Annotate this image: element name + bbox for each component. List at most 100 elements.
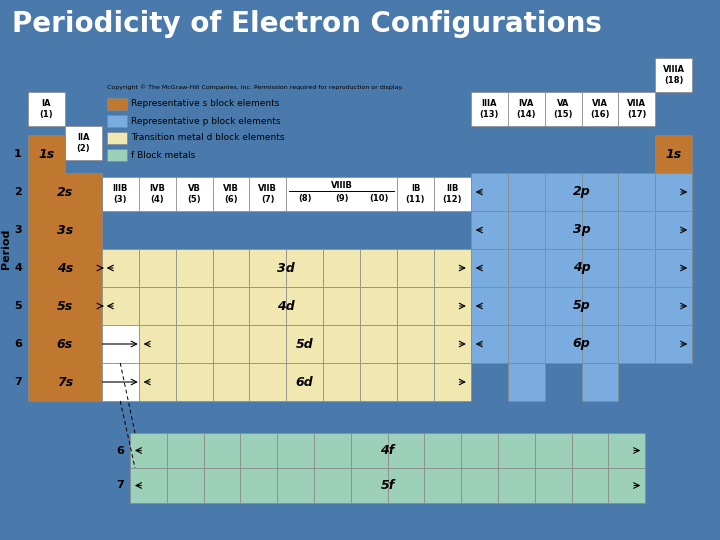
Bar xyxy=(323,249,360,287)
Text: 7s: 7s xyxy=(57,375,73,388)
Bar xyxy=(544,325,582,363)
Bar xyxy=(544,92,582,126)
Bar xyxy=(655,211,692,249)
Text: IIB
(12): IIB (12) xyxy=(443,184,462,204)
Text: 1s: 1s xyxy=(38,147,55,160)
Bar xyxy=(508,363,544,401)
Bar xyxy=(508,249,544,287)
Bar xyxy=(287,177,397,211)
Bar xyxy=(655,325,692,363)
Bar xyxy=(471,325,508,363)
Bar xyxy=(424,433,462,468)
Text: 2p: 2p xyxy=(572,186,590,199)
Bar xyxy=(582,211,618,249)
Bar xyxy=(176,363,212,401)
Bar xyxy=(130,468,167,503)
Bar xyxy=(287,363,323,401)
Bar xyxy=(323,363,360,401)
Bar xyxy=(249,363,287,401)
Bar xyxy=(508,287,544,325)
Text: 7: 7 xyxy=(14,377,22,387)
Bar xyxy=(535,433,572,468)
Bar xyxy=(360,325,397,363)
Bar xyxy=(212,325,249,363)
Text: VIIA
(17): VIIA (17) xyxy=(627,99,647,119)
Bar xyxy=(287,249,323,287)
Bar xyxy=(544,249,582,287)
Bar xyxy=(139,177,176,211)
Text: 6: 6 xyxy=(14,339,22,349)
Bar xyxy=(618,249,655,287)
Bar xyxy=(572,468,608,503)
Bar xyxy=(582,92,618,126)
Bar xyxy=(249,325,287,363)
Bar xyxy=(424,468,462,503)
Bar xyxy=(102,249,139,287)
Bar xyxy=(28,173,102,211)
Bar xyxy=(544,173,582,211)
Text: 4p: 4p xyxy=(572,261,590,274)
Bar xyxy=(434,287,471,325)
Bar xyxy=(655,287,692,325)
Text: (8): (8) xyxy=(298,194,312,204)
Bar xyxy=(397,177,434,211)
Bar xyxy=(544,211,582,249)
Text: 1: 1 xyxy=(14,149,22,159)
Text: Copyright © The McGraw-Hill Companies, Inc. Permission required for reproduction: Copyright © The McGraw-Hill Companies, I… xyxy=(107,84,403,90)
Bar xyxy=(204,433,240,468)
Bar xyxy=(360,363,397,401)
Bar xyxy=(167,433,204,468)
Text: 4f: 4f xyxy=(380,444,395,457)
Text: IVA
(14): IVA (14) xyxy=(516,99,536,119)
Bar xyxy=(397,363,434,401)
Bar xyxy=(397,325,434,363)
Text: 3s: 3s xyxy=(57,224,73,237)
Bar xyxy=(176,325,212,363)
Text: 5: 5 xyxy=(14,301,22,311)
Bar xyxy=(107,115,127,127)
Text: 6s: 6s xyxy=(57,338,73,350)
Bar xyxy=(314,433,351,468)
Bar xyxy=(323,325,360,363)
Bar xyxy=(582,249,618,287)
Bar xyxy=(130,433,167,468)
Bar xyxy=(471,287,508,325)
Bar xyxy=(212,177,249,211)
Text: IA
(1): IA (1) xyxy=(40,99,53,119)
Bar xyxy=(212,249,249,287)
Bar xyxy=(277,468,314,503)
Bar xyxy=(102,325,139,363)
Bar xyxy=(323,287,360,325)
Text: 1s: 1s xyxy=(665,147,682,160)
Bar xyxy=(397,249,434,287)
Bar xyxy=(240,468,277,503)
Text: 4s: 4s xyxy=(57,261,73,274)
Text: IB
(11): IB (11) xyxy=(405,184,426,204)
Bar xyxy=(28,135,65,173)
Text: 3: 3 xyxy=(14,225,22,235)
Text: 5s: 5s xyxy=(57,300,73,313)
Bar xyxy=(167,468,204,503)
Bar xyxy=(582,363,618,401)
Bar xyxy=(249,249,287,287)
Bar xyxy=(397,287,434,325)
Bar xyxy=(462,433,498,468)
Text: 5f: 5f xyxy=(380,479,395,492)
Bar xyxy=(618,325,655,363)
Bar xyxy=(655,58,692,92)
Text: VB
(5): VB (5) xyxy=(187,184,201,204)
Bar xyxy=(249,177,287,211)
Text: 6: 6 xyxy=(116,446,124,456)
Bar xyxy=(277,433,314,468)
Bar xyxy=(28,211,102,249)
Bar xyxy=(655,173,692,211)
Text: VIB
(6): VIB (6) xyxy=(223,184,239,204)
Bar xyxy=(249,287,287,325)
Bar xyxy=(107,98,127,110)
Bar xyxy=(139,363,176,401)
Bar xyxy=(28,287,102,325)
Bar xyxy=(212,287,249,325)
Text: 6d: 6d xyxy=(296,375,314,388)
Bar xyxy=(28,325,102,363)
Text: 6p: 6p xyxy=(572,338,590,350)
